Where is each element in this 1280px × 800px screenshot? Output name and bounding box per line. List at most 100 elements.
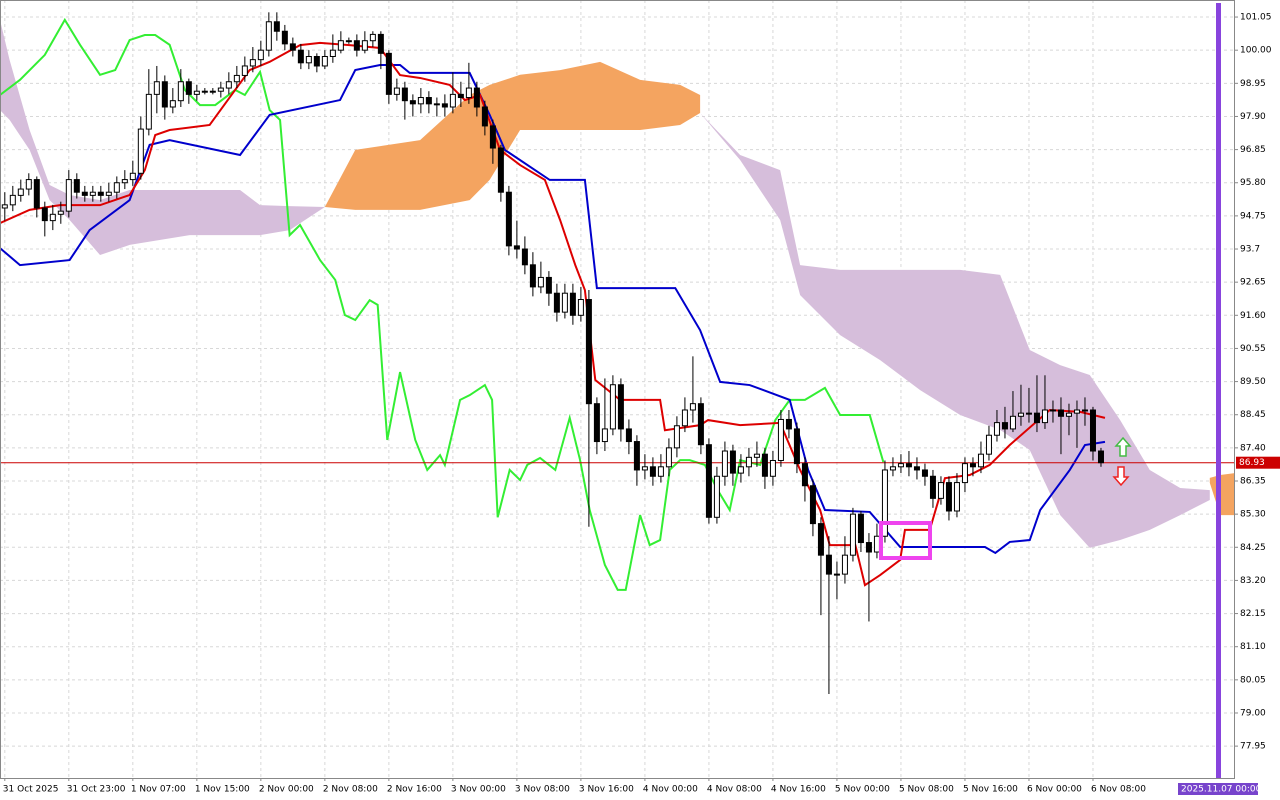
- candle-body: [433, 103, 440, 106]
- candle-body: [985, 434, 992, 455]
- candle-body: [921, 469, 928, 477]
- candle-body: [681, 409, 688, 427]
- candle-body: [345, 40, 352, 43]
- candle-body: [905, 463, 912, 468]
- candle-body: [945, 482, 952, 512]
- candle-body: [113, 182, 120, 193]
- candle-body: [793, 428, 800, 465]
- candle-body: [1033, 412, 1040, 424]
- candle-body: [1065, 412, 1072, 417]
- y-tick-label: 93.7: [1240, 245, 1260, 255]
- candle-body: [569, 292, 576, 316]
- y-tick-label: 96.85: [1240, 145, 1266, 155]
- candle-body: [897, 463, 904, 468]
- candle-body: [697, 403, 704, 446]
- y-tick-label: 97.90: [1240, 112, 1266, 122]
- candle-body: [849, 513, 856, 556]
- candle-body: [705, 444, 712, 518]
- candle-body: [937, 482, 944, 499]
- candle-body: [377, 33, 384, 54]
- candle-body: [489, 125, 496, 149]
- candle-body: [521, 248, 528, 266]
- period-separator: [1216, 3, 1221, 778]
- candle-body: [9, 194, 16, 206]
- y-tick-label: 94.75: [1240, 211, 1266, 221]
- candle-body: [1081, 409, 1088, 412]
- buy-arrow: [1114, 436, 1132, 457]
- candle-body: [617, 384, 624, 430]
- y-tick-label: 100.00: [1240, 46, 1272, 56]
- x-tick-label: 2 Nov 16:00: [387, 785, 442, 795]
- candle-body: [721, 450, 728, 477]
- candle-body: [137, 128, 144, 174]
- candle-body: [801, 463, 808, 487]
- candle-body: [1017, 412, 1024, 417]
- candle-body: [961, 463, 968, 484]
- candle-body: [929, 475, 936, 499]
- candle-body: [1089, 409, 1096, 452]
- indicator-line: [0, 17, 885, 591]
- candle-body: [753, 453, 760, 458]
- candle-body: [249, 59, 256, 67]
- y-tick-label: 98.95: [1240, 79, 1266, 89]
- y-tick-label: 80.05: [1240, 675, 1266, 685]
- candle-body: [17, 188, 24, 196]
- candle-body: [393, 87, 400, 95]
- y-tick-label: 87.40: [1240, 443, 1266, 453]
- candle-body: [889, 466, 896, 471]
- candle-body: [737, 466, 744, 474]
- candle-body: [401, 87, 408, 102]
- current-price-label: 86.93: [1239, 458, 1265, 468]
- candle-body: [1073, 409, 1080, 414]
- y-tick-label: 82.15: [1240, 609, 1266, 619]
- candle-body: [585, 299, 592, 405]
- y-tick-label: 86.35: [1240, 477, 1266, 487]
- candle-body: [1097, 450, 1104, 464]
- x-tick-label: 6 Nov 00:00: [1027, 785, 1082, 795]
- y-tick-label: 85.30: [1240, 510, 1266, 520]
- x-tick-label: 3 Nov 00:00: [451, 785, 506, 795]
- y-tick-label: 92.65: [1240, 278, 1266, 288]
- candle-body: [497, 147, 504, 193]
- y-tick-label: 83.20: [1240, 576, 1266, 586]
- candle-body: [833, 573, 840, 576]
- x-tick-label: 5 Nov 16:00: [963, 785, 1018, 795]
- candle-body: [913, 466, 920, 471]
- candle-body: [537, 276, 544, 288]
- candle-body: [81, 191, 88, 196]
- candle-body: [729, 450, 736, 474]
- candle-body: [177, 81, 184, 102]
- candle-body: [233, 74, 240, 83]
- candle-body: [481, 106, 488, 127]
- x-tick-label: 3 Nov 16:00: [579, 785, 634, 795]
- candle-body: [257, 49, 264, 61]
- candle-body: [625, 428, 632, 443]
- candle-body: [225, 81, 232, 89]
- ichimoku-cloud: [1209, 473, 1235, 516]
- cloud-layer: [0, 19, 1235, 548]
- candle-body: [49, 213, 56, 222]
- candle-body: [761, 453, 768, 477]
- x-tick-label: 5 Nov 00:00: [835, 785, 890, 795]
- candle-body: [97, 191, 104, 196]
- x-tick-label: 1 Nov 07:00: [131, 785, 186, 795]
- candle-body: [713, 475, 720, 518]
- cursor-time-box: [1178, 783, 1258, 795]
- candle-body: [969, 463, 976, 468]
- candle-body: [353, 40, 360, 51]
- candle-body: [273, 21, 280, 32]
- candle-body: [41, 207, 48, 222]
- candle-body: [657, 466, 664, 477]
- candle-body: [505, 191, 512, 247]
- candle-body: [241, 65, 248, 76]
- candle-body: [809, 485, 816, 525]
- candle-body: [633, 441, 640, 471]
- candle-body: [529, 264, 536, 288]
- sell-arrow: [1112, 466, 1130, 487]
- ichimoku-cloud: [0, 19, 325, 256]
- x-tick-label: 4 Nov 16:00: [771, 785, 826, 795]
- x-tick-label: 6 Nov 08:00: [1091, 785, 1146, 795]
- ichimoku-cloud: [324, 61, 701, 210]
- overlay-layer: 86.93 2025.11.07 00:00: [1178, 456, 1280, 795]
